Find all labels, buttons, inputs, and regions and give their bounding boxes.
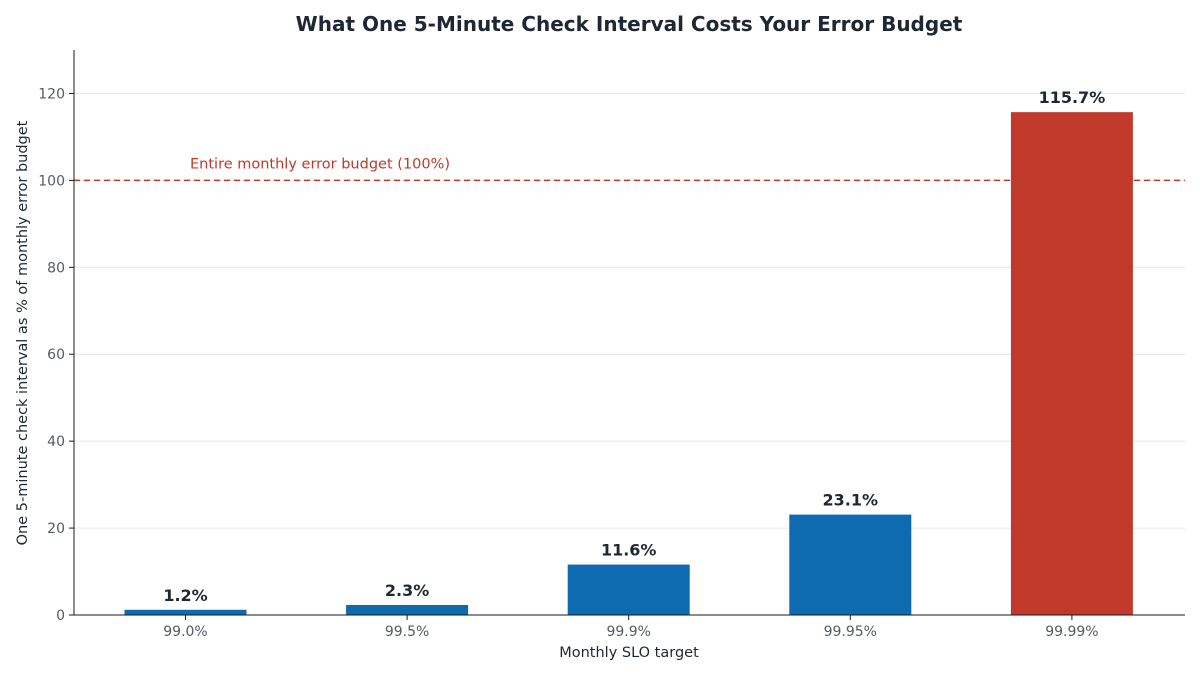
- x-tick-label: 99.0%: [163, 624, 207, 640]
- y-axis-label: One 5-minute check interval as % of mont…: [15, 120, 31, 545]
- y-tick-label: 80: [47, 260, 65, 276]
- reference-line-group: Entire monthly error budget (100%): [74, 156, 1185, 182]
- data-label: 115.7%: [1039, 88, 1106, 107]
- y-tick-label: 20: [47, 521, 65, 537]
- x-axis-label: Monthly SLO target: [559, 645, 699, 661]
- data-label: 1.2%: [163, 586, 207, 605]
- data-labels: 1.2% 2.3% 11.6% 23.1% 115.7%: [163, 88, 1105, 605]
- y-tick-label: 120: [38, 86, 65, 102]
- x-tick-label: 99.9%: [606, 624, 650, 640]
- y-tick-label: 0: [56, 608, 65, 624]
- data-label: 23.1%: [823, 491, 879, 510]
- data-label: 2.3%: [385, 581, 429, 600]
- x-tick-label: 99.5%: [385, 624, 429, 640]
- bar-99.95%: [789, 514, 912, 615]
- bar-99.99%: [1010, 112, 1133, 616]
- x-tick-label: 99.95%: [824, 624, 877, 640]
- x-tick-label: 99.99%: [1045, 624, 1098, 640]
- y-tick-label: 40: [47, 434, 65, 450]
- bar-99.9%: [567, 564, 690, 615]
- chart-title: What One 5-Minute Check Interval Costs Y…: [296, 12, 963, 36]
- data-label: 11.6%: [601, 541, 657, 560]
- reference-line-label: Entire monthly error budget (100%): [190, 156, 450, 172]
- bars: [124, 112, 1133, 616]
- bar-99.5%: [346, 605, 469, 615]
- y-tick-label: 100: [38, 173, 65, 189]
- axes: 0 20 40 60 80 100 120 99.0% 99.5% 99.9% 99.95% 99.9…: [38, 50, 1185, 640]
- y-tick-label: 60: [47, 347, 65, 363]
- bar-99.0%: [124, 609, 247, 615]
